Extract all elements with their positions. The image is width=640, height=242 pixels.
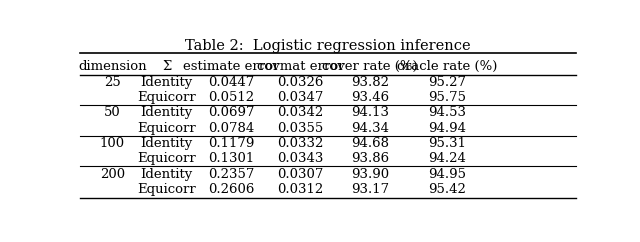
Text: 93.17: 93.17 <box>351 183 389 196</box>
Text: 25: 25 <box>104 76 120 89</box>
Text: 94.94: 94.94 <box>428 122 466 135</box>
Text: 0.0347: 0.0347 <box>278 91 324 104</box>
Text: 93.90: 93.90 <box>351 167 389 181</box>
Text: 0.0343: 0.0343 <box>278 152 324 165</box>
Text: 50: 50 <box>104 106 120 119</box>
Text: 0.0332: 0.0332 <box>278 137 324 150</box>
Text: 0.0326: 0.0326 <box>278 76 324 89</box>
Text: covmat error: covmat error <box>257 60 344 73</box>
Text: 0.0512: 0.0512 <box>208 91 254 104</box>
Text: 0.0784: 0.0784 <box>208 122 255 135</box>
Text: 95.27: 95.27 <box>428 76 466 89</box>
Text: 94.68: 94.68 <box>351 137 389 150</box>
Text: 95.31: 95.31 <box>428 137 466 150</box>
Text: 0.2606: 0.2606 <box>208 183 255 196</box>
Text: 93.82: 93.82 <box>351 76 389 89</box>
Text: 94.24: 94.24 <box>428 152 466 165</box>
Text: 0.0307: 0.0307 <box>278 167 324 181</box>
Text: Identity: Identity <box>141 167 193 181</box>
Text: 0.1179: 0.1179 <box>208 137 255 150</box>
Text: 94.13: 94.13 <box>351 106 389 119</box>
Text: 95.42: 95.42 <box>428 183 466 196</box>
Text: estimate error: estimate error <box>183 60 280 73</box>
Text: Equicorr: Equicorr <box>138 152 196 165</box>
Text: 93.46: 93.46 <box>351 91 389 104</box>
Text: 200: 200 <box>100 167 125 181</box>
Text: 100: 100 <box>100 137 125 150</box>
Text: 94.53: 94.53 <box>428 106 466 119</box>
Text: 0.0697: 0.0697 <box>208 106 255 119</box>
Text: 0.0447: 0.0447 <box>208 76 255 89</box>
Text: 0.1301: 0.1301 <box>208 152 255 165</box>
Text: Table 2:  Logistic regression inference: Table 2: Logistic regression inference <box>185 39 471 53</box>
Text: dimension: dimension <box>78 60 147 73</box>
Text: 94.95: 94.95 <box>428 167 466 181</box>
Text: 0.0312: 0.0312 <box>278 183 324 196</box>
Text: 0.2357: 0.2357 <box>208 167 255 181</box>
Text: Equicorr: Equicorr <box>138 91 196 104</box>
Text: Σ: Σ <box>162 60 172 73</box>
Text: Identity: Identity <box>141 137 193 150</box>
Text: cover rate (%): cover rate (%) <box>323 60 418 73</box>
Text: Equicorr: Equicorr <box>138 183 196 196</box>
Text: Equicorr: Equicorr <box>138 122 196 135</box>
Text: oracle rate (%): oracle rate (%) <box>397 60 497 73</box>
Text: 95.75: 95.75 <box>428 91 466 104</box>
Text: 0.0355: 0.0355 <box>278 122 324 135</box>
Text: Identity: Identity <box>141 106 193 119</box>
Text: 93.86: 93.86 <box>351 152 389 165</box>
Text: Identity: Identity <box>141 76 193 89</box>
Text: 94.34: 94.34 <box>351 122 389 135</box>
Text: 0.0342: 0.0342 <box>278 106 324 119</box>
